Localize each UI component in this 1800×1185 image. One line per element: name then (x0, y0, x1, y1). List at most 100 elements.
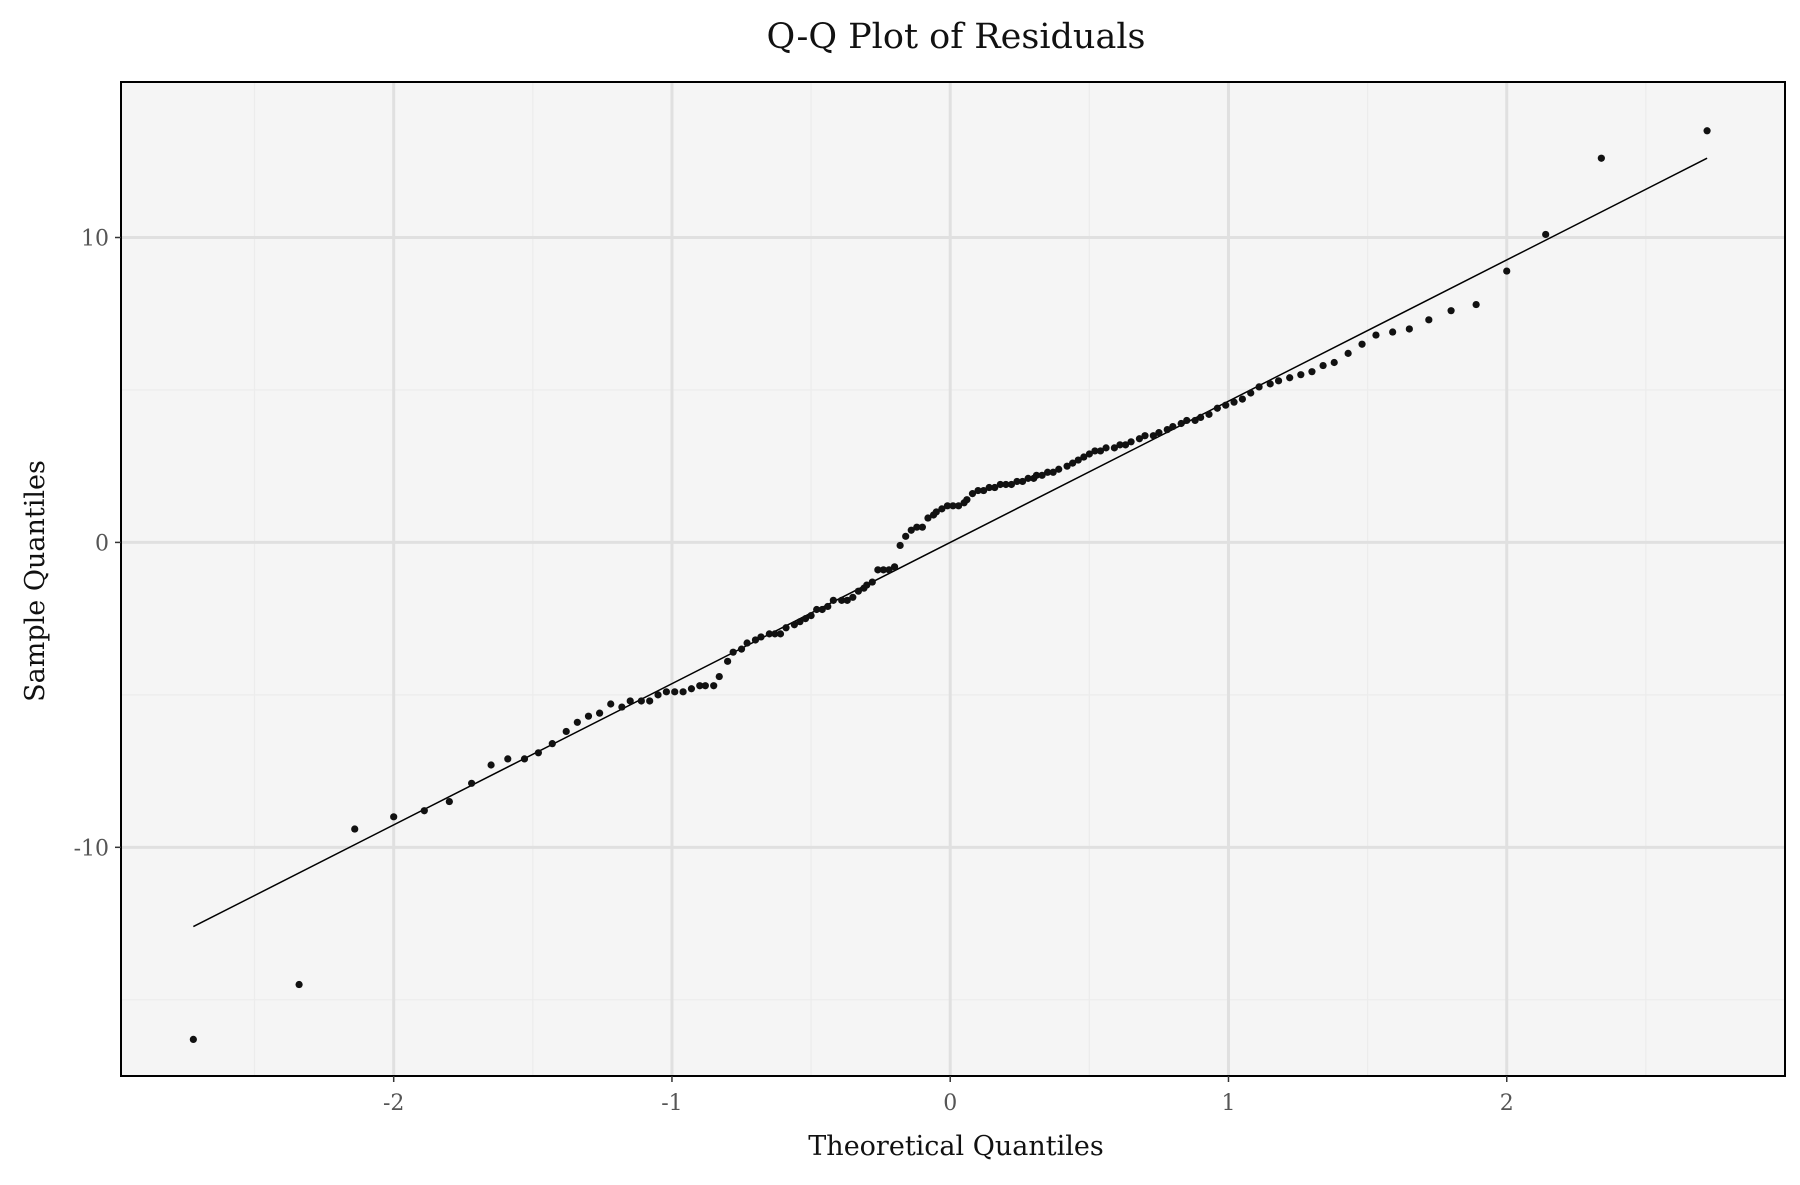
plot-panel (121, 82, 1785, 1076)
x-tick-label: 2 (1500, 1091, 1514, 1116)
data-point (189, 1035, 197, 1044)
data-point (751, 636, 760, 644)
data-point (996, 480, 1004, 489)
data-point (757, 633, 765, 641)
y-tick-label: 10 (81, 227, 109, 252)
data-point (949, 502, 957, 510)
panel-border (120, 81, 1786, 1077)
data-point (902, 532, 910, 540)
x-axis-title: Theoretical Quantiles (808, 1131, 1103, 1162)
panel-frame (120, 81, 1786, 1077)
data-point (824, 602, 832, 611)
data-point (351, 825, 359, 833)
data-point (1110, 444, 1118, 452)
data-point (854, 587, 862, 595)
data-point (885, 566, 893, 574)
data-point (1127, 438, 1135, 446)
data-point (1044, 468, 1052, 476)
data-point (879, 566, 888, 574)
x-tick-label: -1 (661, 1091, 682, 1116)
y-tick-label: 0 (95, 531, 109, 556)
data-point (1163, 425, 1171, 434)
data-point (1102, 444, 1110, 452)
data-point (1213, 404, 1221, 412)
data-point (1297, 371, 1305, 379)
data-point (487, 761, 495, 769)
data-point (1425, 316, 1433, 324)
data-point (687, 685, 696, 693)
data-point (991, 483, 999, 492)
data-point (654, 691, 662, 699)
data-point (729, 648, 737, 656)
data-point (1372, 331, 1380, 339)
data-point (520, 755, 529, 763)
data-point (1274, 377, 1283, 385)
data-point (715, 672, 723, 681)
data-point (863, 581, 871, 589)
data-point (468, 779, 476, 787)
data-point (890, 563, 899, 571)
data-point (801, 615, 810, 623)
data-point (1096, 447, 1105, 455)
data-point (710, 682, 718, 690)
reference-line-group (193, 157, 1708, 928)
data-point (637, 697, 645, 705)
data-point (813, 605, 821, 614)
data-point (1177, 419, 1185, 428)
data-point (1197, 413, 1205, 421)
data-point (626, 697, 634, 705)
x-tick-label: 0 (943, 1091, 957, 1116)
data-point (765, 630, 773, 638)
data-point (918, 523, 926, 531)
data-point (1085, 450, 1093, 458)
data-point (771, 630, 779, 638)
data-point (1358, 340, 1366, 348)
data-point (938, 505, 946, 513)
y-axis-title: Sample Quantiles (20, 460, 51, 702)
data-point (295, 980, 303, 989)
data-point (646, 697, 654, 705)
data-point (390, 813, 398, 821)
data-point (701, 682, 709, 690)
data-point (776, 630, 785, 638)
data-point (896, 541, 904, 550)
data-point (1247, 389, 1255, 397)
data-point (963, 496, 971, 504)
data-point (1038, 471, 1046, 479)
data-point (504, 755, 512, 763)
data-point (796, 618, 804, 626)
y-tick-label: -10 (74, 836, 109, 861)
data-point (849, 593, 857, 601)
data-point (420, 807, 428, 815)
data-point (980, 486, 988, 495)
data-point (724, 657, 732, 665)
data-point (1703, 127, 1711, 135)
data-point (1205, 410, 1213, 418)
data-point (807, 611, 815, 620)
data-point (1007, 480, 1016, 489)
data-point (968, 490, 977, 498)
data-point (1286, 374, 1294, 382)
data-point (1542, 230, 1550, 239)
data-point (573, 718, 581, 726)
data-point (954, 502, 963, 510)
data-point (1135, 435, 1144, 443)
data-point (985, 483, 993, 492)
data-point (607, 700, 615, 708)
x-tick-label: -2 (383, 1091, 404, 1116)
x-tick-label: 1 (1221, 1091, 1235, 1116)
data-point (829, 596, 837, 604)
data-point (907, 526, 915, 534)
grid-lines (121, 82, 1785, 1076)
data-point (1116, 441, 1124, 449)
data-point (1149, 432, 1157, 440)
data-point (1074, 456, 1082, 464)
data-point (1503, 267, 1511, 275)
data-point (1230, 398, 1238, 406)
data-point (1447, 307, 1455, 315)
data-point (790, 621, 798, 629)
data-point (1344, 349, 1352, 357)
data-point (1055, 465, 1063, 473)
data-point (913, 523, 921, 531)
